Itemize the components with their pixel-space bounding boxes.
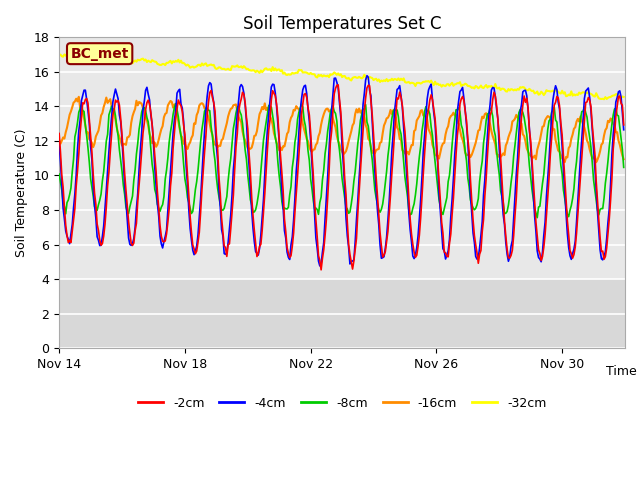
Bar	[59, 279, 625, 348]
Legend: -2cm, -4cm, -8cm, -16cm, -32cm: -2cm, -4cm, -8cm, -16cm, -32cm	[133, 392, 551, 415]
Text: BC_met: BC_met	[70, 47, 129, 60]
Title: Soil Temperatures Set C: Soil Temperatures Set C	[243, 15, 442, 33]
X-axis label: Time: Time	[605, 365, 636, 378]
Y-axis label: Soil Temperature (C): Soil Temperature (C)	[15, 129, 28, 257]
